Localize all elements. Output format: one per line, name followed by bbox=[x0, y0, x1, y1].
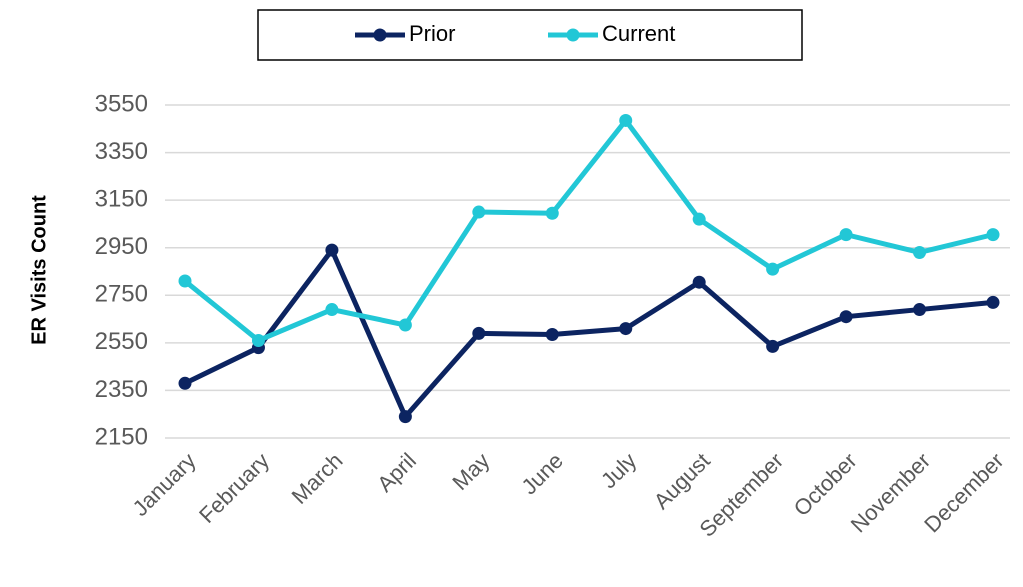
point bbox=[692, 212, 706, 226]
legend-marker bbox=[566, 28, 580, 42]
point bbox=[766, 262, 780, 276]
point bbox=[398, 410, 412, 424]
point bbox=[251, 333, 265, 347]
series-line bbox=[183, 117, 994, 343]
legend-marker bbox=[373, 28, 387, 42]
point bbox=[913, 245, 927, 259]
x-tick-label: April bbox=[372, 448, 421, 497]
point bbox=[839, 228, 853, 242]
x-tick-label: August bbox=[649, 448, 715, 514]
point bbox=[766, 339, 780, 353]
point bbox=[545, 328, 559, 342]
point bbox=[472, 205, 486, 219]
point bbox=[545, 206, 559, 220]
series-line bbox=[183, 247, 994, 420]
x-tick-label: July bbox=[596, 448, 641, 493]
point bbox=[178, 274, 192, 288]
y-tick-label: 3550 bbox=[95, 90, 148, 117]
y-tick-label: 2350 bbox=[95, 376, 148, 403]
point bbox=[472, 326, 486, 340]
x-tick-label: November bbox=[846, 448, 935, 537]
point bbox=[986, 295, 1000, 309]
y-tick-label: 3150 bbox=[95, 185, 148, 212]
y-tick-label: 2150 bbox=[95, 423, 148, 450]
x-tick-label: May bbox=[447, 448, 494, 495]
point bbox=[178, 376, 192, 390]
point bbox=[839, 310, 853, 324]
y-tick-label: 2750 bbox=[95, 281, 148, 308]
point bbox=[692, 275, 706, 289]
point bbox=[619, 322, 633, 336]
legend-label: Prior bbox=[409, 21, 455, 46]
x-tick-label: June bbox=[516, 448, 567, 499]
point bbox=[325, 243, 339, 257]
x-tick-label: February bbox=[194, 448, 274, 528]
y-tick-label: 3350 bbox=[95, 138, 148, 165]
x-tick-label: October bbox=[789, 448, 862, 521]
y-tick-label: 2950 bbox=[95, 233, 148, 260]
x-tick-label: December bbox=[919, 448, 1008, 537]
point bbox=[986, 228, 1000, 242]
legend-box bbox=[257, 9, 803, 61]
point bbox=[619, 113, 633, 127]
point bbox=[398, 318, 412, 332]
y-tick-label: 2550 bbox=[95, 328, 148, 355]
y-axis-label: ER Visits Count bbox=[28, 195, 50, 345]
x-tick-label: March bbox=[287, 448, 348, 509]
x-tick-label: January bbox=[128, 448, 201, 521]
point bbox=[913, 303, 927, 317]
point bbox=[325, 303, 339, 317]
legend-label: Current bbox=[602, 21, 675, 46]
